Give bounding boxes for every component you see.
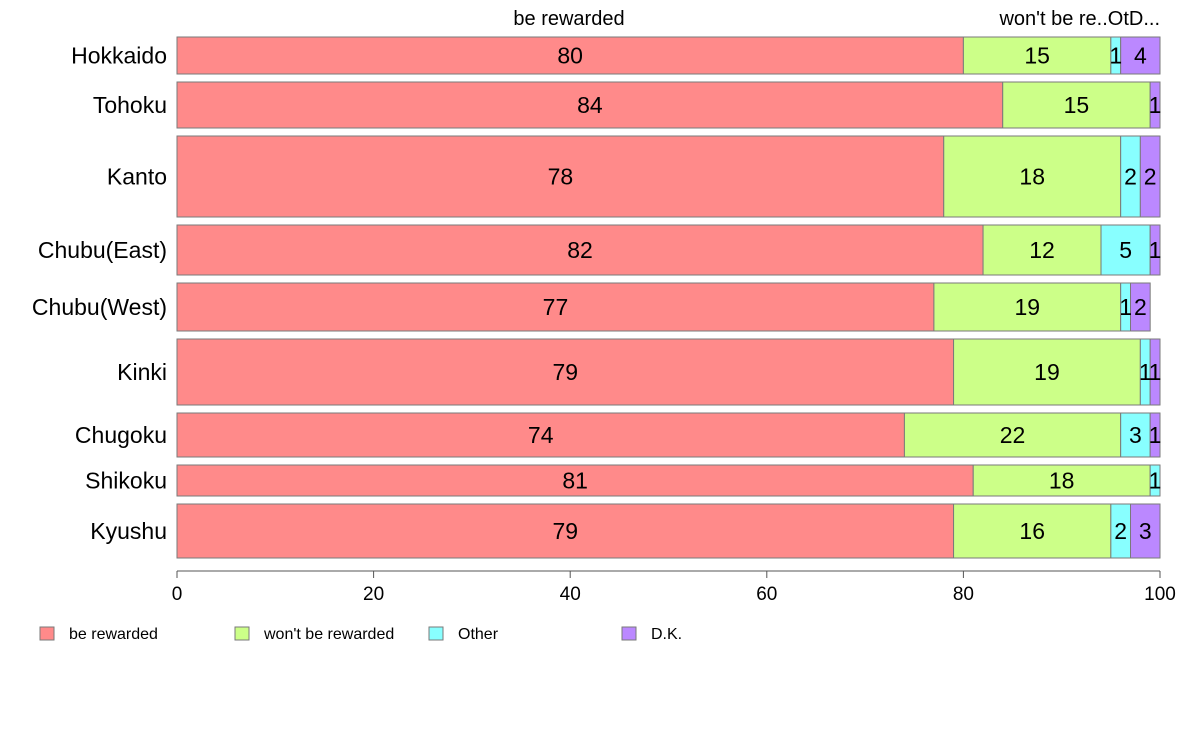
bar-kyushu-d-k [1130,503,1161,559]
bar-chubu-east-other [1100,224,1151,276]
value-label-kinki-won-t-be-rewarded: 19 [1034,359,1060,385]
x-tick-label-0: 0 [172,584,183,605]
value-label-kinki-other: 1 [1139,359,1152,385]
top-label-be-rewarded: be rewarded [513,8,624,30]
value-label-chubu-west-d-k: 2 [1134,294,1147,320]
value-label-kyushu-d-k: 3 [1139,518,1152,544]
bar-chubu-west-won-t-be-rewarded [933,282,1122,332]
x-axis: 0 20 40 60 80 100 [172,570,1176,605]
value-label-kanto-be-rewarded: 78 [548,164,574,190]
legend-label-other: Other [458,626,499,643]
value-label-chugoku-won-t-be-rewarded: 22 [1000,422,1026,448]
bar-hokkaido-won-t-be-rewarded [962,36,1112,75]
value-label-hokkaido-other: 1 [1109,43,1122,69]
bar-shikoku-other [1149,464,1161,497]
value-label-chugoku-d-k: 1 [1149,422,1162,448]
category-label-kinki: Kinki [117,359,167,385]
value-label-chubu-east-other: 5 [1119,237,1132,263]
value-label-kyushu-won-t-be-rewarded: 16 [1019,518,1045,544]
bar-hokkaido-d-k [1120,36,1161,75]
legend-swatch-be-rewarded [39,626,55,641]
bar-kinki-be-rewarded [176,338,955,406]
bar-shikoku-won-t-be-rewarded [972,464,1151,497]
category-label-chubu-west: Chubu(West) [32,294,167,320]
legend-label-d-k: D.K. [651,626,682,643]
bar-tohoku-d-k [1149,81,1161,129]
category-label-shikoku: Shikoku [85,468,167,494]
category-label-chugoku: Chugoku [75,422,167,448]
legend-swatch-won-t-be-rewarded [234,626,250,641]
x-tick-label-80: 80 [953,584,974,605]
value-label-shikoku-be-rewarded: 81 [562,468,588,494]
bar-chugoku-d-k [1149,412,1161,458]
bar-tohoku-won-t-be-rewarded [1002,81,1151,129]
value-label-kanto-other: 2 [1124,164,1137,190]
bar-chubu-west-be-rewarded [176,282,935,332]
category-label-kanto: Kanto [107,164,167,190]
bar-kanto-d-k [1139,135,1161,218]
value-label-chubu-west-won-t-be-rewarded: 19 [1014,294,1040,320]
bar-chugoku-be-rewarded [176,412,905,458]
category-label-tohoku: Tohoku [93,92,167,118]
bar-chubu-east-d-k [1149,224,1161,276]
value-label-kanto-won-t-be-rewarded: 18 [1019,164,1045,190]
value-label-kyushu-other: 2 [1114,518,1127,544]
value-label-chubu-west-other: 1 [1119,294,1132,320]
category-label-chubu-east: Chubu(East) [38,237,167,263]
bar-chubu-east-be-rewarded [176,224,984,276]
bar-kanto-won-t-be-rewarded [943,135,1122,218]
value-label-chugoku-other: 3 [1129,422,1142,448]
value-label-hokkaido-d-k: 4 [1134,43,1147,69]
bar-kinki-won-t-be-rewarded [953,338,1141,406]
bar-shikoku-be-rewarded [176,464,974,497]
value-label-kinki-be-rewarded: 79 [552,359,578,385]
top-labels: be rewarded won't be re..OtD... [513,8,1160,30]
value-label-tohoku-d-k: 1 [1149,92,1162,118]
value-label-hokkaido-won-t-be-rewarded: 15 [1024,43,1050,69]
value-label-tohoku-be-rewarded: 84 [577,92,603,118]
value-label-kanto-d-k: 2 [1144,164,1157,190]
value-label-tohoku-won-t-be-rewarded: 15 [1064,92,1090,118]
x-tick-label-100: 100 [1144,584,1176,605]
legend-label-won-t-be-rewarded: won't be rewarded [263,626,394,643]
value-label-chugoku-be-rewarded: 74 [528,422,554,448]
value-label-shikoku-won-t-be-rewarded: 18 [1049,468,1075,494]
category-label-kyushu: Kyushu [90,518,167,544]
value-label-kinki-d-k: 1 [1149,359,1162,385]
category-label-hokkaido: Hokkaido [71,43,167,69]
value-label-chubu-east-won-t-be-rewarded: 12 [1029,237,1055,263]
value-label-chubu-east-be-rewarded: 82 [567,237,593,263]
bar-hokkaido-be-rewarded [176,36,964,75]
value-label-kyushu-be-rewarded: 79 [552,518,578,544]
bar-kanto-be-rewarded [176,135,945,218]
value-label-shikoku-other: 1 [1149,468,1162,494]
value-label-chubu-east-d-k: 1 [1149,237,1162,263]
x-tick-label-40: 40 [560,584,581,605]
legend-label-be-rewarded: be rewarded [69,626,158,643]
bar-kyushu-be-rewarded [176,503,955,559]
top-label-others: won't be re..OtD... [998,8,1160,30]
category-labels: Hokkaido Tohoku Kanto Chubu(East) Chubu(West… [32,43,167,545]
bar-kinki-d-k [1149,338,1161,406]
bar-segments [176,36,1161,559]
x-tick-label-60: 60 [756,584,777,605]
legend-swatch-d-k [621,626,637,641]
legend-swatch-other [428,626,444,641]
x-tick-label-20: 20 [363,584,384,605]
value-label-chubu-west-be-rewarded: 77 [543,294,569,320]
legend: be rewarded won't be rewarded Other D.K. [39,626,682,643]
bar-chubu-west-d-k [1130,282,1151,332]
value-label-hokkaido-be-rewarded: 80 [557,43,583,69]
bar-kyushu-won-t-be-rewarded [953,503,1112,559]
